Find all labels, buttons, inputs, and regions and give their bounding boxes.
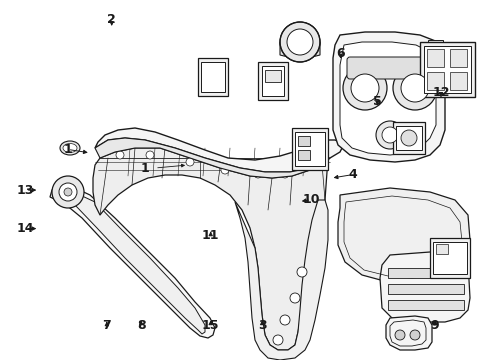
Circle shape — [59, 183, 77, 201]
Circle shape — [254, 170, 262, 178]
Text: 1: 1 — [141, 162, 149, 175]
Text: 10: 10 — [302, 193, 320, 206]
Circle shape — [146, 151, 154, 159]
Bar — [298, 150, 310, 160]
Bar — [298, 136, 310, 146]
Bar — [201, 62, 225, 92]
Bar — [430, 238, 470, 278]
Polygon shape — [333, 32, 445, 162]
Text: 15: 15 — [202, 319, 220, 332]
Text: 5: 5 — [373, 95, 382, 108]
Bar — [424, 46, 471, 93]
Text: 7: 7 — [102, 319, 111, 332]
Polygon shape — [386, 316, 432, 350]
Bar — [393, 122, 425, 154]
Text: 6: 6 — [336, 47, 345, 60]
Circle shape — [290, 293, 300, 303]
Text: 3: 3 — [258, 319, 267, 332]
Text: 4: 4 — [348, 168, 357, 181]
Text: 2: 2 — [107, 13, 116, 26]
Text: 9: 9 — [431, 319, 440, 332]
FancyBboxPatch shape — [347, 57, 433, 79]
Polygon shape — [50, 185, 215, 338]
Polygon shape — [280, 42, 320, 60]
Bar — [433, 242, 467, 274]
Circle shape — [52, 176, 84, 208]
Polygon shape — [95, 138, 330, 178]
Bar — [295, 132, 325, 166]
Bar — [450, 49, 467, 67]
Polygon shape — [95, 128, 342, 172]
Bar — [396, 126, 422, 150]
Bar — [420, 42, 475, 97]
Circle shape — [351, 74, 379, 102]
Circle shape — [64, 188, 72, 196]
Bar — [436, 244, 448, 254]
Text: 12: 12 — [432, 86, 450, 99]
Bar — [427, 49, 444, 67]
Circle shape — [308, 161, 316, 169]
Polygon shape — [380, 252, 470, 322]
Bar — [388, 300, 464, 310]
Bar — [427, 72, 444, 90]
Circle shape — [287, 29, 313, 55]
Circle shape — [376, 121, 404, 149]
Polygon shape — [338, 188, 470, 285]
Circle shape — [281, 170, 289, 178]
Ellipse shape — [63, 144, 77, 153]
Circle shape — [401, 74, 429, 102]
Circle shape — [382, 127, 398, 143]
Circle shape — [343, 66, 387, 110]
Circle shape — [273, 335, 283, 345]
Circle shape — [401, 130, 417, 146]
Bar — [198, 58, 228, 96]
Polygon shape — [340, 42, 436, 155]
Circle shape — [186, 158, 194, 166]
Bar — [450, 72, 467, 90]
Ellipse shape — [60, 141, 80, 155]
Polygon shape — [235, 200, 328, 360]
Circle shape — [280, 315, 290, 325]
Text: 14: 14 — [17, 222, 34, 235]
Bar — [292, 128, 328, 170]
Circle shape — [280, 22, 320, 62]
Bar — [388, 284, 464, 294]
Polygon shape — [93, 148, 328, 350]
Circle shape — [410, 330, 420, 340]
Bar — [258, 62, 288, 100]
Circle shape — [395, 330, 405, 340]
Circle shape — [116, 151, 124, 159]
Text: 11: 11 — [202, 229, 220, 242]
Bar — [388, 268, 464, 278]
Circle shape — [221, 166, 229, 174]
Circle shape — [297, 267, 307, 277]
Polygon shape — [68, 192, 205, 334]
Text: 13: 13 — [17, 184, 34, 197]
Circle shape — [393, 66, 437, 110]
Text: 8: 8 — [137, 319, 146, 332]
Text: 1: 1 — [63, 143, 72, 156]
Bar — [262, 66, 284, 96]
Bar — [428, 40, 443, 60]
Bar — [265, 70, 281, 82]
